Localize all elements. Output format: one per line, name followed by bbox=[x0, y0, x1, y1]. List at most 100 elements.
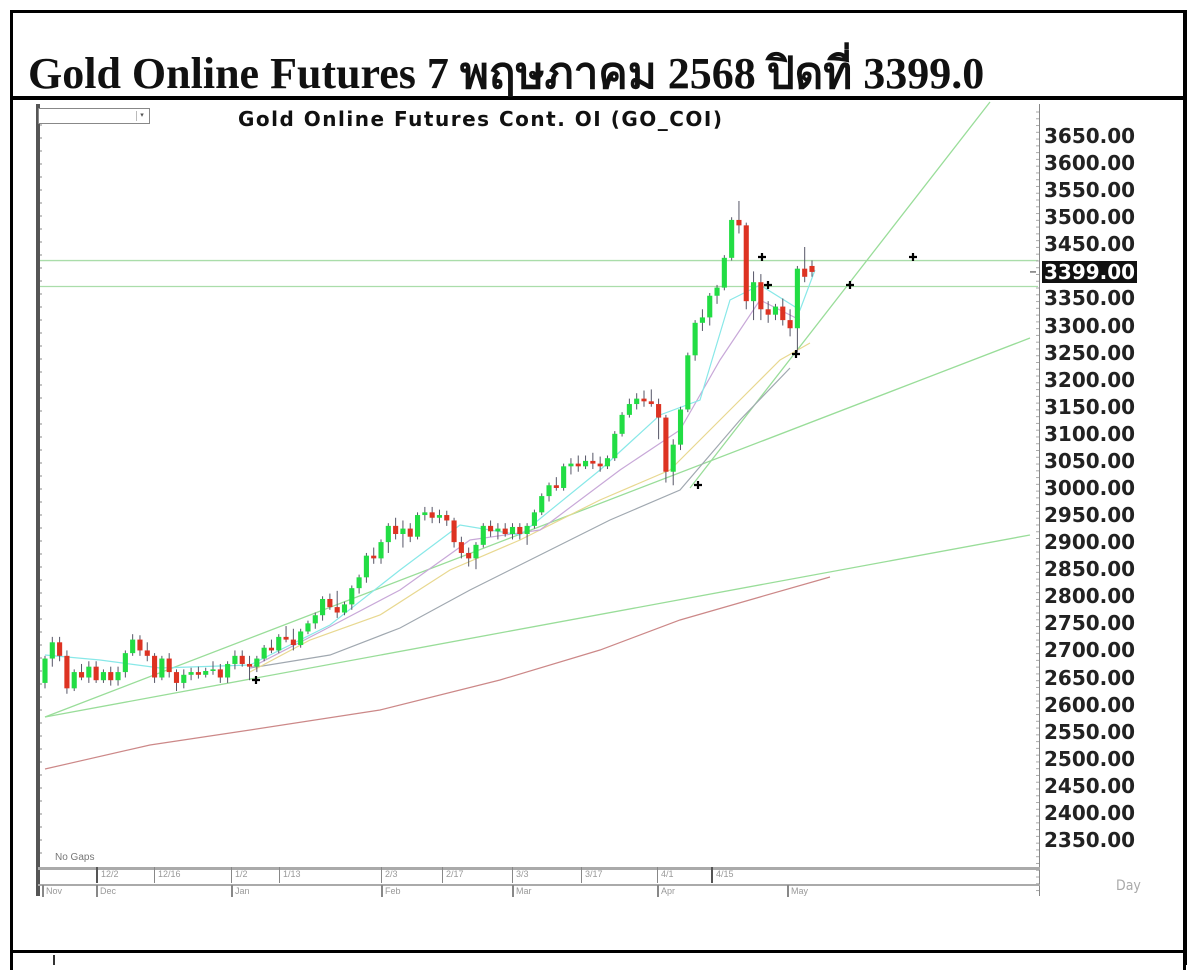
candle-up bbox=[604, 458, 611, 467]
candle-up bbox=[203, 671, 209, 675]
candle-up bbox=[561, 466, 567, 488]
candle-up bbox=[188, 672, 194, 675]
candle-up bbox=[341, 604, 348, 613]
period-label[interactable]: Day bbox=[1116, 878, 1141, 894]
moving-average-line bbox=[44, 576, 831, 770]
candle-down bbox=[466, 552, 472, 559]
month-tick-label: Dec bbox=[96, 885, 116, 897]
month-tick-label: Mar bbox=[512, 885, 532, 897]
anchor-marker-icon bbox=[758, 253, 766, 261]
candle-down bbox=[137, 639, 143, 651]
candle-down bbox=[78, 672, 85, 678]
candle-up bbox=[159, 658, 165, 678]
price-tick-label: 2800.00 bbox=[1044, 584, 1136, 609]
candle-up bbox=[100, 672, 106, 681]
candle-down bbox=[239, 655, 245, 664]
candle-up bbox=[546, 485, 552, 497]
candle-up bbox=[115, 672, 121, 681]
candle-up bbox=[298, 631, 304, 646]
price-tick-label: 3200.00 bbox=[1044, 367, 1136, 392]
candle-down bbox=[451, 520, 457, 543]
price-tick-label: 3650.00 bbox=[1044, 124, 1136, 148]
candle-up bbox=[363, 555, 369, 578]
candle-up bbox=[670, 444, 676, 472]
candle-up bbox=[181, 674, 187, 683]
candle-down bbox=[246, 663, 253, 667]
candle-down bbox=[458, 542, 464, 553]
candle-down bbox=[553, 485, 559, 488]
candle-up bbox=[349, 588, 355, 605]
anchor-marker-icon bbox=[792, 350, 800, 358]
trendline bbox=[44, 337, 1031, 718]
candle-down bbox=[290, 639, 296, 646]
candle-up bbox=[232, 655, 238, 664]
price-tick-label: 2900.00 bbox=[1044, 530, 1136, 555]
candle-up bbox=[612, 433, 618, 459]
price-tick-label: 2550.00 bbox=[1044, 719, 1136, 744]
candle-up bbox=[210, 669, 216, 672]
date-tick-label: 12/16 bbox=[154, 867, 181, 883]
candle-up bbox=[729, 219, 735, 258]
table-column-divider bbox=[1184, 10, 1187, 965]
candle-down bbox=[195, 672, 201, 675]
candle-up bbox=[276, 636, 282, 651]
candle-down bbox=[502, 528, 508, 535]
candle-up bbox=[312, 615, 318, 624]
price-tick-label: 2700.00 bbox=[1044, 638, 1136, 663]
candle-up bbox=[414, 515, 421, 537]
date-axis bbox=[38, 867, 1040, 886]
price-tick-label: 3500.00 bbox=[1044, 205, 1136, 230]
candle-down bbox=[57, 642, 63, 656]
month-tick-label: Apr bbox=[657, 885, 675, 897]
candle-up bbox=[707, 295, 713, 318]
price-tick-label: 3350.00 bbox=[1044, 286, 1136, 311]
price-tick-label: 2600.00 bbox=[1044, 692, 1136, 717]
candle-up bbox=[582, 460, 589, 467]
candle-up bbox=[436, 515, 443, 518]
candle-down bbox=[736, 219, 742, 226]
candle-down bbox=[780, 306, 786, 321]
candle-down bbox=[429, 512, 435, 518]
date-tick-label: 1/2 bbox=[231, 867, 248, 883]
table-row-divider bbox=[10, 950, 1186, 953]
month-tick-label: Nov bbox=[42, 885, 62, 897]
candle-down bbox=[517, 526, 523, 535]
month-tick-label: Jan bbox=[231, 885, 250, 897]
candle-up bbox=[524, 525, 530, 535]
date-tick-label: 1/13 bbox=[279, 867, 301, 883]
candle-down bbox=[173, 672, 180, 683]
candle-down bbox=[407, 528, 413, 537]
candle-down bbox=[648, 401, 654, 405]
date-tick-label: 2/17 bbox=[442, 867, 464, 883]
candle-up bbox=[400, 528, 406, 535]
price-tick-label: 3250.00 bbox=[1044, 340, 1136, 365]
candle-up bbox=[49, 642, 55, 659]
candle-up bbox=[42, 658, 48, 683]
candle-down bbox=[641, 398, 647, 402]
candle-down bbox=[743, 225, 749, 302]
chevron-down-icon[interactable]: ▾ bbox=[136, 111, 147, 121]
candle-down bbox=[93, 666, 99, 681]
candle-up bbox=[692, 322, 698, 356]
candle-down bbox=[809, 265, 815, 272]
no-gaps-label: No Gaps bbox=[55, 852, 95, 863]
candle-up bbox=[378, 542, 384, 559]
price-tick-label: 3100.00 bbox=[1044, 421, 1136, 446]
candle-down bbox=[144, 650, 150, 656]
candle-up bbox=[751, 282, 757, 302]
candle-up bbox=[509, 526, 516, 535]
anchor-marker-icon bbox=[694, 481, 702, 489]
price-tick-label: 2500.00 bbox=[1044, 746, 1136, 771]
date-tick-label: 4/1 bbox=[657, 867, 674, 883]
month-tick-label: May bbox=[787, 885, 808, 897]
moving-average-line bbox=[249, 299, 801, 669]
candle-down bbox=[758, 282, 764, 310]
candle-down bbox=[787, 320, 793, 329]
candle-up bbox=[677, 409, 684, 445]
candle-up bbox=[225, 663, 231, 678]
candle-down bbox=[64, 655, 70, 689]
price-tick-label: 3600.00 bbox=[1044, 151, 1136, 176]
candle-up bbox=[320, 598, 326, 616]
chart-symbol-dropdown[interactable]: ▾ bbox=[38, 108, 150, 124]
candle-down bbox=[597, 463, 603, 467]
